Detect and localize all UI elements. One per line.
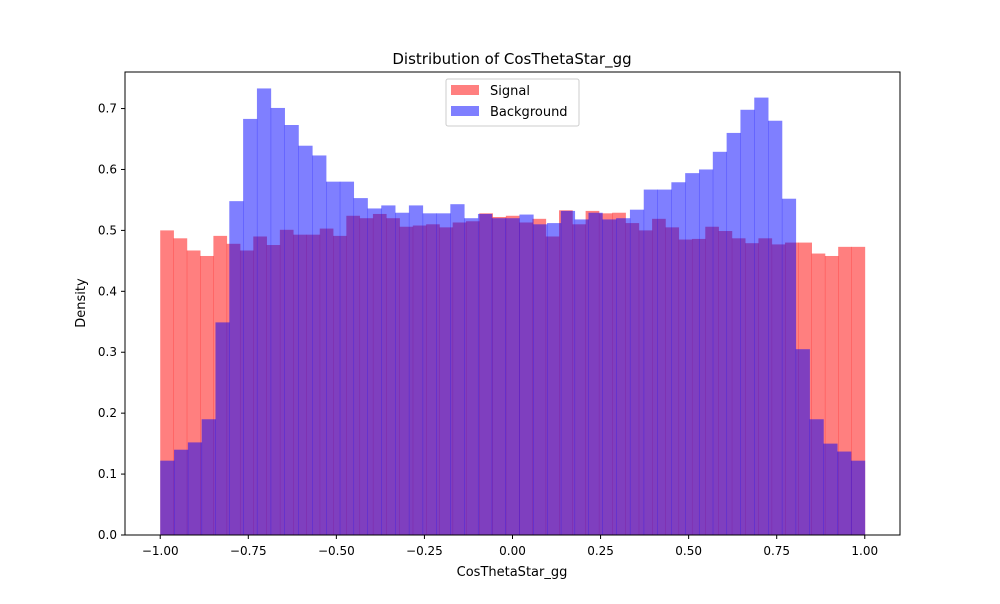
bar-background [450,204,465,536]
bar-background [174,449,189,535]
bar-background [616,218,631,536]
y-tick-label: 0.3 [98,345,117,359]
bar-background [464,218,479,536]
bar-background [477,213,493,536]
x-tick-label: 0.25 [587,544,614,558]
bar-background [215,322,230,535]
bar-background [408,205,424,535]
x-tick-label: 0.00 [499,544,526,558]
legend-swatch-signal [451,85,479,95]
bar-background [754,97,769,535]
bar-signal [160,230,174,536]
y-tick-label: 0.5 [98,223,117,237]
bar-background [726,132,741,535]
bar-background [381,205,396,535]
bar-background [671,182,686,536]
bar-background [436,213,451,535]
series-background [160,88,866,536]
bar-background [768,120,783,535]
bar-background [740,109,755,535]
bar-background [519,214,534,535]
bar-background [698,169,714,535]
chart-title: Distribution of CosThetaStar_gg [392,50,631,69]
bar-background [298,145,313,535]
bar-background [284,125,299,535]
bar-background [629,209,645,535]
bar-background [187,442,203,535]
bar-background [505,218,520,536]
y-axis-label: Density [74,278,89,328]
x-axis: −1.00 −0.75 −0.50 −0.25 0.00 0.25 0.50 0.75 1.00 [142,535,878,558]
x-tick-label: −0.75 [230,544,267,558]
bar-background [850,460,866,535]
legend-label-background: Background [490,105,568,120]
bar-background [643,189,658,535]
bar-background [229,201,244,535]
x-axis-label: CosThetaStar_gg [457,565,568,580]
bar-background [367,208,382,535]
y-axis: 0.0 0.1 0.2 0.3 0.4 0.5 0.6 0.7 [98,102,125,542]
bar-background [243,118,258,535]
x-tick-label: 0.75 [763,544,790,558]
bar-background [837,451,852,535]
bar-background [160,460,175,535]
x-tick-label: −1.00 [142,544,179,558]
y-tick-label: 0.0 [98,528,117,542]
bar-background [602,219,617,535]
legend: Signal Background [445,78,580,127]
bar-background [809,419,824,535]
bar-background [395,212,410,535]
legend-label-signal: Signal [490,84,530,99]
bar-background [353,198,368,536]
bar-background [422,213,437,535]
bar-background [547,223,562,535]
x-tick-label: 0.50 [675,544,702,558]
y-tick-label: 0.6 [98,162,117,176]
y-tick-label: 0.1 [98,467,117,481]
y-tick-label: 0.7 [98,102,117,116]
bar-background [533,224,548,536]
bar-background [588,212,603,535]
bar-background [326,181,341,535]
bar-background [312,155,327,535]
bar-background [491,218,506,536]
bar-background [781,198,797,535]
bar-background [685,173,700,535]
bar-background [712,151,728,535]
y-tick-label: 0.2 [98,406,117,420]
x-tick-label: 1.00 [851,544,878,558]
bar-background [339,181,355,535]
bar-background [256,88,272,536]
bar-background [270,107,285,535]
y-tick-label: 0.4 [98,284,117,298]
legend-box [445,78,580,127]
bar-background [574,219,589,535]
legend-swatch-background [451,106,479,116]
x-tick-label: −0.50 [318,544,355,558]
bar-background [657,189,672,535]
bar-background [795,349,810,535]
bar-background [201,419,216,535]
bar-background [560,210,576,535]
x-tick-label: −0.25 [406,544,443,558]
bar-background [823,443,838,535]
bars-layer [160,88,866,536]
